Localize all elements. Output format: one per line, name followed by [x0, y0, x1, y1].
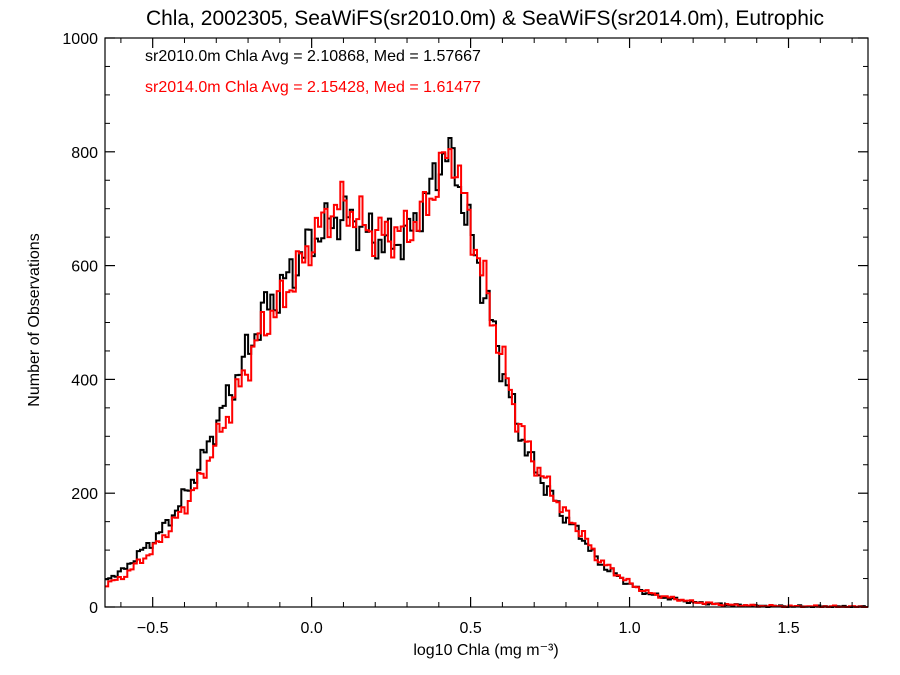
annotation-sr2010: sr2010.0m Chla Avg = 2.10868, Med = 1.57… — [145, 48, 481, 65]
y-tick-label: 400 — [71, 372, 98, 389]
y-tick-label: 0 — [89, 600, 98, 617]
x-tick-label: 1.0 — [618, 620, 640, 637]
x-tick-label: 0.0 — [301, 620, 323, 637]
series-line-0 — [105, 137, 868, 608]
y-axis: 0 200 400 600 800 1000 — [62, 31, 868, 617]
x-axis: −0.5 0.0 0.5 1.0 1.5 — [120, 38, 853, 637]
x-tick-label: −0.5 — [137, 620, 169, 637]
plot-area — [105, 137, 868, 608]
x-tick-label: 0.5 — [459, 620, 481, 637]
chart-title: Chla, 2002305, SeaWiFS(sr2010.0m) & SeaW… — [146, 7, 824, 30]
y-tick-label: 800 — [71, 145, 98, 162]
x-axis-label: log10 Chla (mg m⁻³) — [413, 642, 558, 659]
plot-frame — [104, 37, 869, 608]
series-line-1 — [105, 148, 868, 608]
y-axis-label: Number of Observations — [26, 233, 43, 406]
y-tick-label: 600 — [71, 259, 98, 276]
y-tick-label: 1000 — [62, 31, 98, 48]
annotation-sr2014: sr2014.0m Chla Avg = 2.15428, Med = 1.61… — [145, 79, 481, 96]
y-tick-label: 200 — [71, 486, 98, 503]
x-tick-label: 1.5 — [777, 620, 799, 637]
